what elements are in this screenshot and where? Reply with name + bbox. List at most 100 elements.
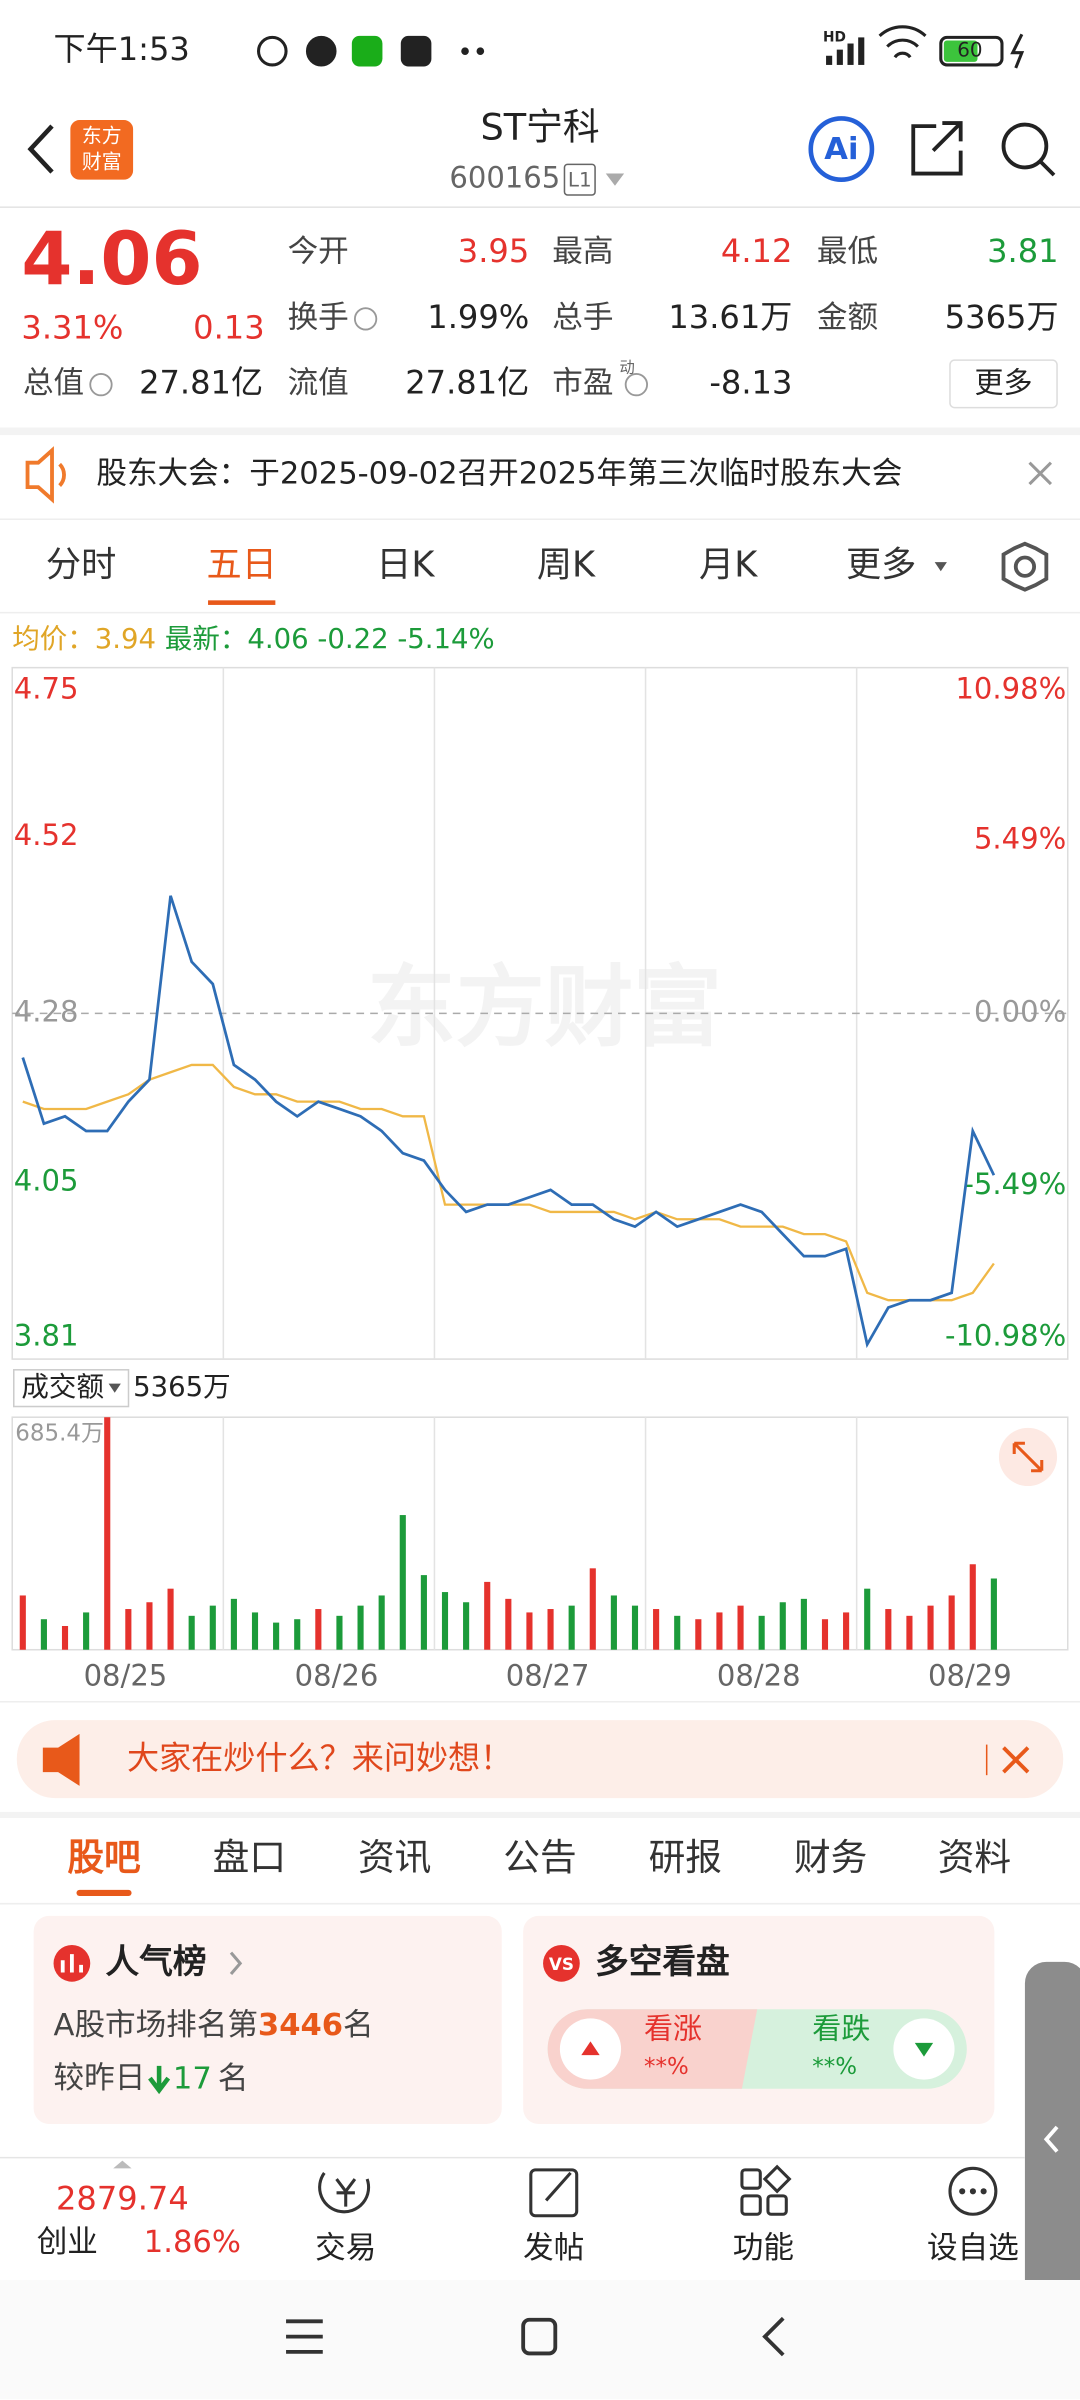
period-tab[interactable]: 周K bbox=[537, 545, 596, 586]
volume-bar bbox=[610, 1595, 617, 1650]
volume-bar bbox=[547, 1609, 554, 1650]
period-tab[interactable]: 分时 bbox=[46, 545, 116, 586]
x-tick-label: 08/27 bbox=[506, 1658, 590, 1692]
ask-banner[interactable] bbox=[16, 1720, 1064, 1799]
index-name: 创业 bbox=[37, 2225, 98, 2260]
volume-selector[interactable] bbox=[13, 1369, 130, 1408]
volume-bar bbox=[19, 1595, 26, 1650]
volume-bar bbox=[589, 1568, 596, 1650]
more-button[interactable] bbox=[949, 359, 1058, 409]
legend-label: 均价： bbox=[12, 623, 95, 655]
settings-button[interactable] bbox=[1001, 541, 1049, 592]
y-tick-label: 3.81 bbox=[14, 1319, 79, 1353]
expand-icon bbox=[1012, 1441, 1044, 1473]
section-tab[interactable]: 公告 bbox=[503, 1836, 576, 1879]
section-tab[interactable]: 资料 bbox=[938, 1836, 1011, 1879]
volume-bar bbox=[441, 1592, 449, 1650]
volume-bar bbox=[378, 1595, 385, 1650]
y2-tick-label: -10.98% bbox=[945, 1319, 1066, 1353]
search-button[interactable] bbox=[1001, 122, 1056, 177]
y-tick-label: 4.52 bbox=[14, 818, 79, 852]
volume-bar bbox=[125, 1609, 132, 1650]
field-value: 5365万 bbox=[945, 298, 1059, 336]
rank-number: 3446 bbox=[258, 2008, 343, 2043]
legend-change: -0.22 bbox=[317, 623, 388, 655]
volume-max-label: 685.4万 bbox=[15, 1421, 104, 1447]
change-amount: 0.13 bbox=[193, 309, 265, 347]
notice-close[interactable] bbox=[1028, 461, 1053, 486]
nav-icons bbox=[318, 2164, 998, 2218]
volume-bar bbox=[420, 1575, 427, 1650]
system-nav bbox=[0, 2280, 1080, 2400]
network-label: HD bbox=[823, 29, 846, 45]
nav-label[interactable]: 设自选 bbox=[927, 2231, 1019, 2266]
nav-label[interactable]: 交易 bbox=[315, 2231, 376, 2266]
bear-pct: **% bbox=[812, 2054, 857, 2080]
info-icon[interactable] bbox=[353, 307, 378, 331]
field-label: 总手 bbox=[552, 300, 613, 335]
period-tab[interactable]: 月K bbox=[699, 545, 758, 586]
legend-change-pct: -5.14% bbox=[397, 623, 494, 655]
section-tab[interactable]: 资讯 bbox=[358, 1836, 431, 1879]
menu-button[interactable] bbox=[286, 2319, 323, 2354]
section-tab[interactable]: 盘口 bbox=[213, 1836, 286, 1879]
volume-bar bbox=[990, 1578, 997, 1650]
info-icon[interactable] bbox=[89, 373, 113, 397]
y2-tick-label: 0.00% bbox=[974, 994, 1066, 1028]
field-sup: 动 bbox=[620, 358, 635, 376]
volume-bar bbox=[294, 1619, 301, 1650]
home-button[interactable] bbox=[521, 2317, 558, 2356]
volume-bar bbox=[948, 1595, 955, 1650]
field-value: 13.61万 bbox=[668, 298, 792, 336]
index-value[interactable]: 2879.74 bbox=[56, 2179, 189, 2217]
period-tab[interactable]: 更多 bbox=[846, 545, 916, 586]
volume-bar bbox=[104, 1417, 111, 1650]
app-logo bbox=[70, 120, 134, 180]
volume-bar bbox=[484, 1581, 491, 1650]
nav-label[interactable]: 功能 bbox=[733, 2231, 794, 2266]
info-icon[interactable] bbox=[624, 373, 648, 397]
volume-bar bbox=[653, 1609, 660, 1650]
bull-pct: **% bbox=[644, 2054, 689, 2080]
level-dropdown[interactable] bbox=[605, 173, 625, 186]
volume-bar bbox=[737, 1605, 744, 1650]
section-tab[interactable]: 股吧 bbox=[67, 1836, 141, 1879]
volume-bar bbox=[83, 1612, 90, 1650]
share-button[interactable] bbox=[911, 121, 963, 176]
period-tab[interactable]: 五日 bbox=[207, 545, 277, 586]
field-value: 1.99% bbox=[427, 298, 529, 336]
section-tab[interactable]: 研报 bbox=[649, 1836, 722, 1879]
back-nav-button[interactable] bbox=[762, 2316, 785, 2357]
index-handle bbox=[113, 2160, 132, 2169]
price-line bbox=[21, 895, 996, 1349]
y2-tick-label: -5.49% bbox=[963, 1167, 1066, 1201]
side-drawer-tab[interactable] bbox=[1024, 1961, 1080, 2314]
volume-bar bbox=[885, 1609, 892, 1650]
stock-name: ST宁科 bbox=[480, 106, 599, 149]
volume-bar bbox=[695, 1619, 702, 1650]
bull-label: 看涨 bbox=[644, 2012, 702, 2046]
rank-change-line: 17 名 bbox=[173, 2061, 249, 2096]
volume-bar bbox=[188, 1615, 195, 1650]
nav-label[interactable]: 发帖 bbox=[523, 2231, 584, 2266]
volume-bar bbox=[674, 1615, 681, 1650]
x-tick-label: 08/26 bbox=[295, 1658, 379, 1692]
field-label: 最高 bbox=[552, 235, 613, 270]
megaphone-icon bbox=[42, 1733, 80, 1786]
section-tab[interactable]: 财务 bbox=[794, 1836, 867, 1879]
back-button[interactable] bbox=[27, 124, 54, 174]
more-label: 更多 bbox=[974, 366, 1032, 400]
banner-close[interactable] bbox=[1002, 1746, 1030, 1774]
more-dropdown bbox=[934, 562, 947, 572]
ai-button[interactable] bbox=[808, 116, 875, 182]
popularity-card[interactable] bbox=[33, 1915, 502, 2124]
volume-bar bbox=[251, 1612, 259, 1650]
volume-bar bbox=[631, 1605, 639, 1650]
logo-text: 东方 bbox=[82, 124, 122, 147]
volume-bar bbox=[209, 1605, 216, 1650]
watermark: 东方财富 bbox=[367, 956, 722, 1059]
period-tab[interactable]: 日K bbox=[376, 545, 435, 586]
volume-bar bbox=[568, 1605, 575, 1650]
volume-bar bbox=[357, 1605, 364, 1650]
